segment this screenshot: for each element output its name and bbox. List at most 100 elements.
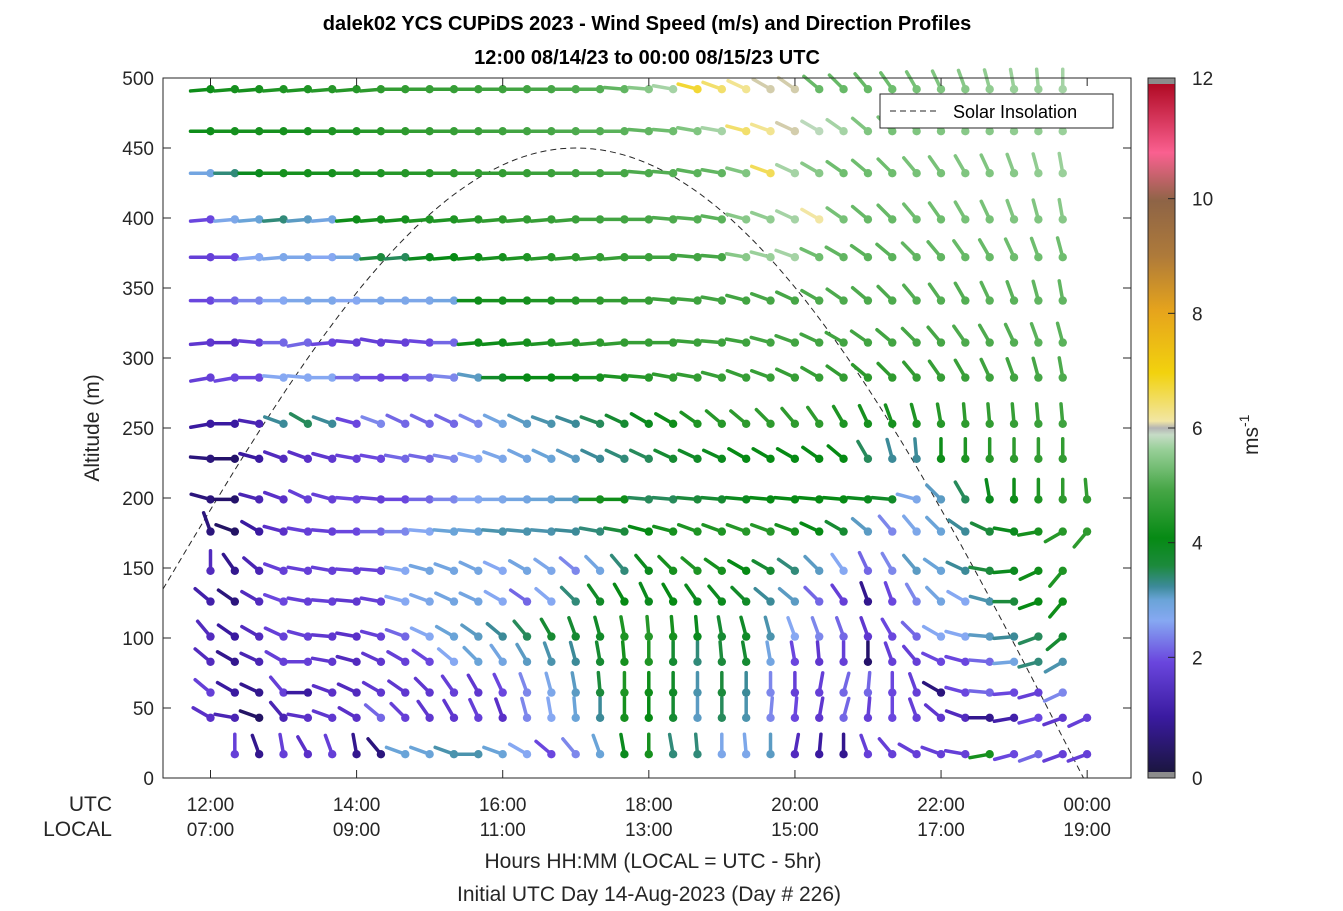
wind-barb-dot xyxy=(790,632,800,641)
wind-barb xyxy=(432,296,459,305)
wind-barb xyxy=(927,201,946,224)
wind-barb xyxy=(1017,750,1043,763)
wind-barb-dot xyxy=(474,527,483,536)
wind-barb-dot xyxy=(766,85,775,94)
wind-barb-dot xyxy=(571,127,580,136)
wind-barb-dot xyxy=(230,688,240,697)
wind-barb xyxy=(850,116,873,136)
wind-barb-dot xyxy=(936,338,946,347)
wind-barb xyxy=(775,120,800,136)
wind-barb xyxy=(859,616,873,641)
wind-barb-dot xyxy=(254,127,264,136)
wind-barb-dot xyxy=(547,657,556,666)
wind-barb-dot xyxy=(668,296,678,305)
wind-barb-dot xyxy=(279,527,288,536)
wind-barb xyxy=(824,519,848,536)
wind-barb xyxy=(727,559,751,575)
wind-barb-dot xyxy=(717,127,727,136)
wind-barb-dot xyxy=(328,373,337,382)
wind-barb xyxy=(323,733,337,759)
wind-barb-dot xyxy=(620,566,629,575)
wind-barb-dot xyxy=(863,495,873,504)
wind-barb xyxy=(554,215,580,224)
wind-barb-dot xyxy=(668,85,678,94)
wind-barb-dot xyxy=(620,296,629,305)
colorbar-tick-label: 6 xyxy=(1192,419,1203,440)
wind-barb-dot xyxy=(936,632,946,641)
wind-barb xyxy=(334,215,361,224)
wind-barb-dot xyxy=(206,127,215,136)
wind-barb xyxy=(724,495,751,504)
wind-barb-dot xyxy=(790,750,800,759)
wind-barb xyxy=(902,514,921,536)
wind-barb-dot xyxy=(522,495,532,504)
wind-barb xyxy=(908,672,921,697)
wind-barb xyxy=(529,527,556,536)
wind-barb xyxy=(830,583,848,606)
wind-barb xyxy=(206,549,215,575)
wind-barb-dot xyxy=(328,85,337,94)
wind-barb xyxy=(310,565,337,575)
wind-barb-dot xyxy=(449,713,459,722)
wind-barb-dot xyxy=(1034,597,1043,606)
wind-barb xyxy=(700,495,727,504)
wind-barb-dot xyxy=(644,750,653,759)
wind-barb xyxy=(859,733,873,759)
wind-barb xyxy=(952,239,970,262)
wind-barb-dot xyxy=(1058,527,1067,536)
wind-barb-dot xyxy=(717,688,727,697)
wind-barb xyxy=(883,641,897,666)
wind-barb xyxy=(386,650,410,666)
wind-barb-dot xyxy=(644,85,653,94)
wind-barb xyxy=(480,169,507,178)
wind-barb xyxy=(853,72,873,94)
wind-barb-dot xyxy=(888,85,897,94)
wind-barb-dot xyxy=(498,169,507,178)
wind-barb xyxy=(775,290,800,305)
wind-barb-dot xyxy=(279,750,288,759)
wind-barb-dot xyxy=(1058,253,1067,262)
wind-barb-dot xyxy=(498,495,507,504)
wind-barb-dot xyxy=(815,338,824,347)
wind-barb-dot xyxy=(303,169,313,178)
wind-barb-dot xyxy=(766,215,775,224)
wind-barb xyxy=(286,127,313,136)
wind-barb xyxy=(1043,657,1067,674)
wind-barb-dot xyxy=(620,750,629,759)
wind-barb xyxy=(261,169,288,178)
wind-barb-dot xyxy=(498,215,507,224)
wind-barb xyxy=(739,615,751,641)
wind-barb-dot xyxy=(279,373,288,382)
wind-barb-dot xyxy=(693,566,702,575)
wind-barb xyxy=(880,551,897,575)
wind-barb xyxy=(602,373,629,382)
wind-barb xyxy=(863,696,873,722)
wind-barb xyxy=(846,495,873,504)
wind-barb xyxy=(774,523,800,536)
wind-barb-dot xyxy=(668,454,678,463)
wind-barb-dot xyxy=(547,750,556,759)
wind-barb-dot xyxy=(1034,169,1043,178)
wind-barb xyxy=(530,415,556,428)
wind-barb-dot xyxy=(425,169,434,178)
wind-barb xyxy=(786,616,800,641)
wind-barb-dot xyxy=(985,597,994,606)
wind-barb xyxy=(191,706,215,722)
wind-barb xyxy=(337,706,361,722)
wind-barb xyxy=(558,556,580,575)
wind-barb xyxy=(753,586,775,606)
wind-barb-dot xyxy=(1058,657,1067,666)
wind-barb-dot xyxy=(863,253,873,262)
wind-barb-dot xyxy=(693,127,702,136)
y-tick-label: 450 xyxy=(122,139,154,160)
wind-barb-dot xyxy=(595,373,605,382)
wind-barb-dot xyxy=(668,566,678,575)
wind-barb xyxy=(724,337,751,347)
wind-barb-dot xyxy=(425,597,434,606)
wind-barb-dot xyxy=(401,632,410,641)
wind-barb xyxy=(657,554,678,575)
wind-barb xyxy=(456,296,483,305)
wind-barb-dot xyxy=(425,127,434,136)
wind-barb xyxy=(384,628,410,641)
wind-barb xyxy=(310,597,337,606)
